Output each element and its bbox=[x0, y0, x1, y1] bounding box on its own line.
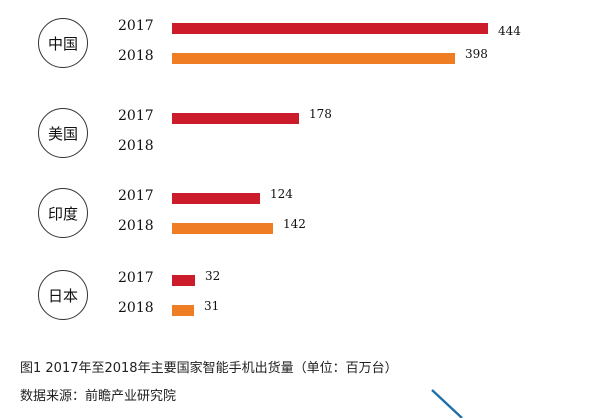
value-label: 142 bbox=[283, 217, 306, 231]
bar-2018 bbox=[172, 53, 455, 64]
country-label-circle: 印度 bbox=[38, 188, 88, 238]
data-source: 数据来源：前瞻产业研究院 bbox=[20, 389, 177, 404]
year-label: 2017 bbox=[118, 108, 154, 124]
year-label: 2018 bbox=[118, 48, 154, 64]
year-label: 2017 bbox=[118, 18, 154, 34]
value-label: 178 bbox=[309, 107, 332, 121]
value-label: 32 bbox=[205, 269, 221, 283]
value-label: 31 bbox=[204, 299, 220, 313]
bar-2018 bbox=[172, 305, 194, 316]
value-label: 398 bbox=[465, 47, 488, 61]
bar-2017 bbox=[172, 193, 260, 204]
year-label: 2017 bbox=[118, 188, 154, 204]
year-label: 2018 bbox=[118, 138, 154, 154]
country-label-circle: 中国 bbox=[38, 18, 88, 68]
year-label: 2018 bbox=[118, 300, 154, 316]
country-label-circle: 日本 bbox=[38, 270, 88, 320]
year-label: 2017 bbox=[118, 270, 154, 286]
figure-caption: 图1 2017年至2018年主要国家智能手机出货量（单位：百万台） bbox=[20, 361, 398, 376]
value-label: 124 bbox=[270, 187, 293, 201]
bar-2017 bbox=[172, 275, 195, 286]
value-label: 444 bbox=[498, 24, 521, 38]
bar-2017 bbox=[172, 23, 488, 34]
bar-2018 bbox=[172, 223, 273, 234]
country-label-circle: 美国 bbox=[38, 108, 88, 158]
year-label: 2018 bbox=[118, 218, 154, 234]
bar-2017 bbox=[172, 113, 299, 124]
